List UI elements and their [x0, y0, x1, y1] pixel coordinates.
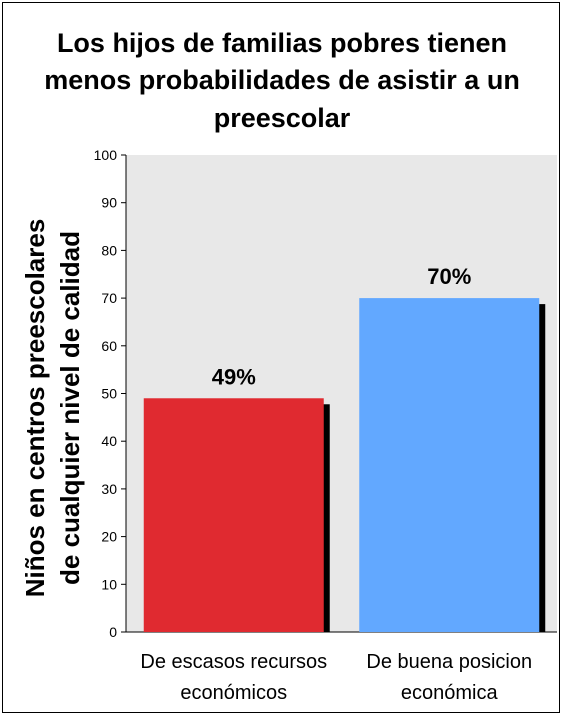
y-tick-label: 80 [101, 242, 117, 258]
data-label: 49% [212, 364, 256, 389]
category-label: De escasos recursos [140, 651, 327, 673]
category-label: económicos [180, 682, 287, 704]
data-label: 70% [427, 264, 471, 289]
category-label: De buena posicion [366, 651, 532, 673]
y-tick-label: 50 [101, 386, 117, 402]
y-tick-label: 30 [101, 481, 117, 497]
y-tick-label: 20 [101, 529, 117, 545]
y-tick-label: 0 [109, 624, 117, 640]
chart-title-line-2: menos probabilidades de asistir a un [44, 65, 520, 95]
bar [359, 298, 540, 632]
y-tick-label: 60 [101, 338, 117, 354]
y-tick-label: 10 [101, 576, 117, 592]
chart-title-line-1: Los hijos de familias pobres tienen [57, 28, 507, 58]
chart-title-line-3: preescolar [214, 103, 351, 133]
category-label: económica [401, 682, 499, 704]
bar [143, 398, 324, 632]
y-tick-label: 40 [101, 433, 117, 449]
y-axis-title-line-1: Niños en centros preescolares [20, 219, 50, 598]
y-axis-title-line-2: de cualquier nivel de calidad [55, 231, 85, 585]
y-tick-label: 90 [101, 195, 117, 211]
y-tick-label: 70 [101, 290, 117, 306]
y-tick-label: 100 [94, 147, 118, 163]
